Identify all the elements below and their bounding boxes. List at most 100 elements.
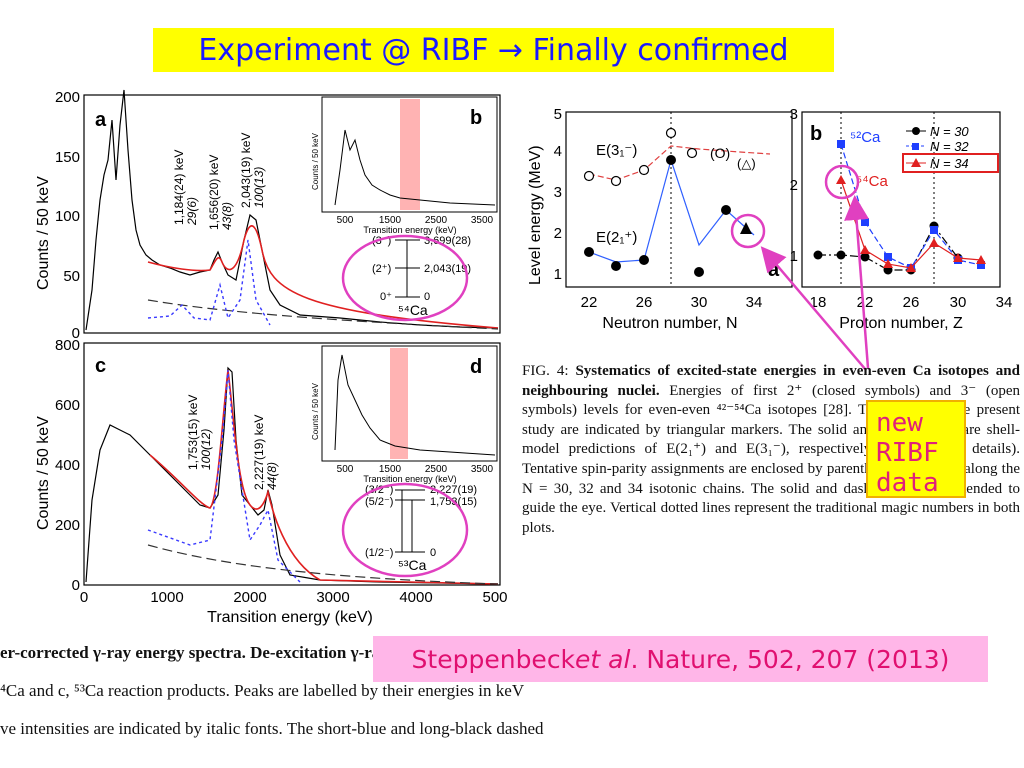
panel-c-peak-labels: 1,753(15) keV 100(12) 2,227(19) keV 44(8… bbox=[186, 395, 279, 490]
fig4a-label-2: E(2₁⁺) bbox=[596, 229, 637, 246]
fig4b-yticks: 1 2 3 bbox=[790, 106, 798, 265]
xtick: 0 bbox=[80, 589, 88, 606]
inset-d-ylabel: Counts / 50 keV bbox=[311, 382, 320, 440]
xtick: 3000 bbox=[316, 589, 349, 606]
fig4b-frame bbox=[801, 111, 1001, 288]
level-energy: 0 bbox=[430, 547, 436, 559]
ytick: 200 bbox=[55, 89, 80, 106]
xtick: 3500 bbox=[471, 464, 494, 475]
ytick: 0 bbox=[72, 325, 80, 342]
citation-rest: . Nature, 502, 207 (2013) bbox=[630, 644, 950, 674]
panel-a-background bbox=[147, 299, 499, 330]
inset-d-spectrum bbox=[334, 354, 496, 456]
panel-c-letter: c bbox=[95, 355, 106, 377]
spectra-figure: a Counts / 50 keV 0 50 100 150 200 1,184… bbox=[35, 89, 508, 626]
fig4-plots: Level energy (MeV) 1 2 3 4 5 22 26 30 34… bbox=[527, 106, 1013, 332]
peak-intensity: 43(8) bbox=[220, 202, 234, 230]
level-spin: 0⁺ bbox=[380, 291, 392, 303]
panel-c-spectrum bbox=[85, 366, 499, 585]
highlight-ellipse-53ca bbox=[341, 482, 469, 578]
highlight-circle-fig4a bbox=[730, 213, 766, 249]
xtick: 500 bbox=[482, 589, 507, 606]
ytick: 3 bbox=[554, 184, 562, 201]
xtick: 1500 bbox=[379, 464, 402, 475]
new-data-line: data bbox=[876, 468, 939, 498]
level-spin: (2⁺) bbox=[372, 263, 391, 275]
level-spin: (1/2⁻) bbox=[365, 547, 393, 559]
fig4b-n34-points bbox=[836, 175, 986, 272]
slide-title: Experiment @ RIBF → Finally confirmed bbox=[153, 28, 834, 72]
fig4b-letter: b bbox=[810, 123, 822, 145]
inset-d-xticks: 500 1500 2500 3500 bbox=[337, 464, 494, 475]
fig4a-label-3: E(3₁⁻) bbox=[596, 142, 637, 159]
peak-intensity: 100(12) bbox=[199, 429, 213, 470]
level-scheme-54ca: (3⁻) 3,699(28) (2⁺) 2,043(19) 0⁺ 0 ⁵⁴Ca bbox=[372, 235, 471, 318]
panel-a-spectrum bbox=[85, 89, 499, 331]
ytick: 0 bbox=[72, 577, 80, 594]
ytick: 2 bbox=[554, 225, 562, 242]
ytick: 100 bbox=[55, 208, 80, 225]
xtick: 34 bbox=[746, 294, 763, 311]
xtick: 500 bbox=[337, 464, 354, 475]
fig4b-label-52: ⁵²Ca bbox=[850, 129, 881, 146]
peak-intensity: 100(13) bbox=[252, 167, 266, 208]
peak-intensity: 44(8) bbox=[265, 462, 279, 490]
left-caption-line-3: ve intensities are indicated by italic f… bbox=[0, 719, 544, 738]
panel-c-yticks: 0 200 400 600 800 bbox=[55, 337, 80, 594]
ytick: 1 bbox=[554, 266, 562, 283]
ytick: 200 bbox=[55, 517, 80, 534]
citation-author: Steppenbeck bbox=[411, 644, 576, 674]
xtick: 22 bbox=[857, 294, 874, 311]
highlight-ellipse-54ca bbox=[341, 234, 469, 322]
peak-label: 1,656(20) keV bbox=[207, 155, 221, 230]
nucleus-label: ⁵³Ca bbox=[398, 557, 427, 573]
fig4a-open-points bbox=[583, 127, 698, 187]
inset-b-spectrum bbox=[334, 129, 496, 206]
peak-label: 1,184(24) keV bbox=[172, 150, 186, 225]
xtick: 2000 bbox=[233, 589, 266, 606]
ytick: 600 bbox=[55, 397, 80, 414]
legend-item: N = 32 bbox=[930, 139, 969, 154]
panel-a-yticks: 0 50 100 150 200 bbox=[55, 89, 80, 342]
panel-a-ylabel: Counts / 50 keV bbox=[35, 176, 52, 290]
nucleus-label: ⁵⁴Ca bbox=[398, 302, 428, 318]
inset-d-letter: d bbox=[470, 356, 482, 378]
inset-b-xlabel: Transition energy (keV) bbox=[363, 225, 456, 235]
peak-label: 2,043(19) keV bbox=[239, 133, 253, 208]
new-data-line: new bbox=[876, 408, 923, 438]
xtick: 4000 bbox=[399, 589, 432, 606]
level-energy: 3,699(28) bbox=[424, 235, 471, 247]
peak-label: 2,227(19) keV bbox=[252, 415, 266, 490]
panel-a-fit bbox=[147, 225, 499, 329]
new-data-line: RIBF bbox=[876, 438, 939, 468]
xtick: 2500 bbox=[425, 215, 448, 226]
panel-a-components bbox=[147, 239, 271, 326]
level-scheme-53ca: (3/2⁻) 2,227(19) (5/2⁻) 1,753(15) (1/2⁻)… bbox=[365, 484, 477, 573]
inset-d-frame bbox=[321, 345, 498, 462]
fig4a-xticks: 22 26 30 34 bbox=[581, 294, 763, 311]
inset-b-highlight bbox=[400, 99, 420, 210]
panel-c-components bbox=[147, 369, 301, 583]
ytick: 2 bbox=[790, 177, 798, 194]
fig4a-ylabel: Level energy (MeV) bbox=[527, 145, 544, 285]
fig4a-xlabel: Neutron number, N bbox=[602, 315, 737, 332]
xtick: 1000 bbox=[150, 589, 183, 606]
xtick: 22 bbox=[581, 294, 598, 311]
inset-d-xlabel: Transition energy (keV) bbox=[363, 474, 456, 484]
citation-etal: et al bbox=[575, 644, 631, 674]
inset-d-highlight bbox=[390, 348, 408, 459]
fig4a-yticks: 1 2 3 4 5 bbox=[554, 106, 562, 283]
inset-b-letter: b bbox=[470, 107, 482, 129]
xtick: 1500 bbox=[379, 215, 402, 226]
fig4a-frame bbox=[565, 111, 793, 288]
left-caption-line-1: er-corrected γ-ray energy spectra. De-ex… bbox=[0, 643, 389, 662]
xtick: 30 bbox=[950, 294, 967, 311]
panel-a-peak-labels: 1,184(24) keV 29(6) 1,656(20) keV 43(8) … bbox=[172, 133, 266, 230]
xtick: 34 bbox=[996, 294, 1013, 311]
fig4b-xticks: 18 22 26 30 34 bbox=[810, 294, 1013, 311]
fig4b-xlabel: Proton number, Z bbox=[839, 315, 963, 332]
inset-b-xticks: 500 1500 2500 3500 bbox=[337, 215, 494, 226]
ytick: 50 bbox=[63, 268, 80, 285]
panel-a-frame bbox=[83, 94, 501, 334]
panel-c-frame bbox=[83, 342, 501, 586]
